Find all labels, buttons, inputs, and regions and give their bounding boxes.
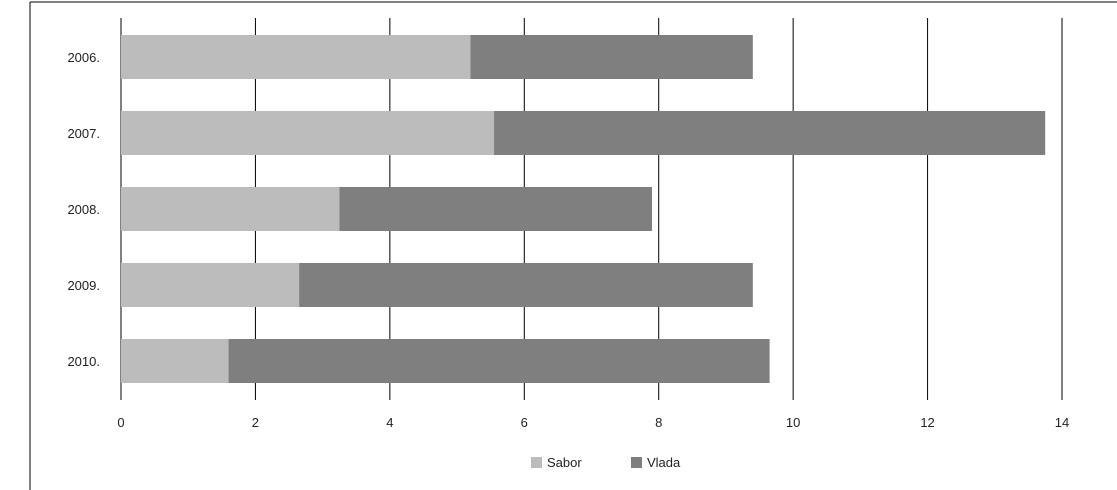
bar-vlada-2009 xyxy=(299,263,753,307)
x-axis-ticks: 0 2 4 6 8 10 12 14 xyxy=(117,415,1069,430)
bars-layer xyxy=(121,35,1046,383)
bar-sabor-2006 xyxy=(121,35,471,79)
y-label-2006: 2006. xyxy=(67,50,100,65)
bar-sabor-2009 xyxy=(121,263,300,307)
legend-swatch-vlada xyxy=(631,457,642,468)
bar-sabor-2010 xyxy=(121,339,229,383)
x-tick-8: 8 xyxy=(655,415,662,430)
x-tick-0: 0 xyxy=(117,415,124,430)
y-label-2007: 2007. xyxy=(67,126,100,141)
y-label-2010: 2010. xyxy=(67,354,100,369)
x-tick-2: 2 xyxy=(252,415,259,430)
bar-sabor-2007 xyxy=(121,111,495,155)
legend-swatch-sabor xyxy=(531,457,542,468)
bar-vlada-2006 xyxy=(470,35,753,79)
x-tick-14: 14 xyxy=(1055,415,1069,430)
bar-sabor-2008 xyxy=(121,187,340,231)
legend: Sabor Vlada xyxy=(531,455,681,470)
x-tick-10: 10 xyxy=(786,415,800,430)
bar-vlada-2010 xyxy=(228,339,770,383)
legend-label-sabor: Sabor xyxy=(547,455,582,470)
y-axis-labels: 2006. 2007. 2008. 2009. 2010. xyxy=(67,50,100,369)
x-tick-12: 12 xyxy=(920,415,934,430)
x-tick-4: 4 xyxy=(386,415,393,430)
legend-label-vlada: Vlada xyxy=(647,455,681,470)
y-label-2009: 2009. xyxy=(67,278,100,293)
bar-vlada-2007 xyxy=(494,111,1046,155)
bar-vlada-2008 xyxy=(339,187,652,231)
x-tick-6: 6 xyxy=(521,415,528,430)
y-label-2008: 2008. xyxy=(67,202,100,217)
